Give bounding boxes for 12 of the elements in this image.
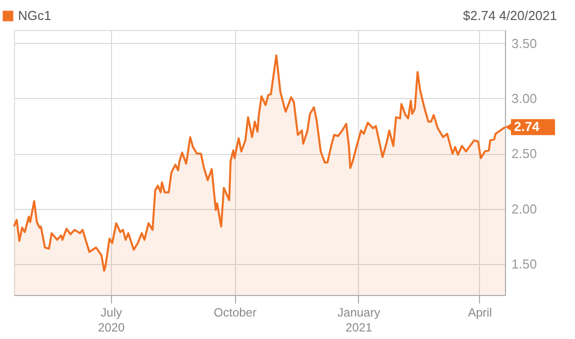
data-label: 2.74 <box>514 119 540 134</box>
text: $2.74 4/20/2021 <box>463 8 557 23</box>
y-tick-label: 3.00 <box>512 90 537 106</box>
legend-label: NGc1 <box>18 8 52 23</box>
y-tick-label: 3.50 <box>512 36 537 51</box>
x-tick-label: April <box>468 306 492 320</box>
y-tick-label: 1.50 <box>512 256 537 272</box>
x-tick-label: January 2021 <box>338 306 380 334</box>
x-tick-label: October <box>214 306 256 320</box>
y-tick-label: 2.00 <box>512 201 537 216</box>
y-tick-label: 2.50 <box>512 146 537 162</box>
x-tick-label: July 2020 <box>98 306 126 334</box>
